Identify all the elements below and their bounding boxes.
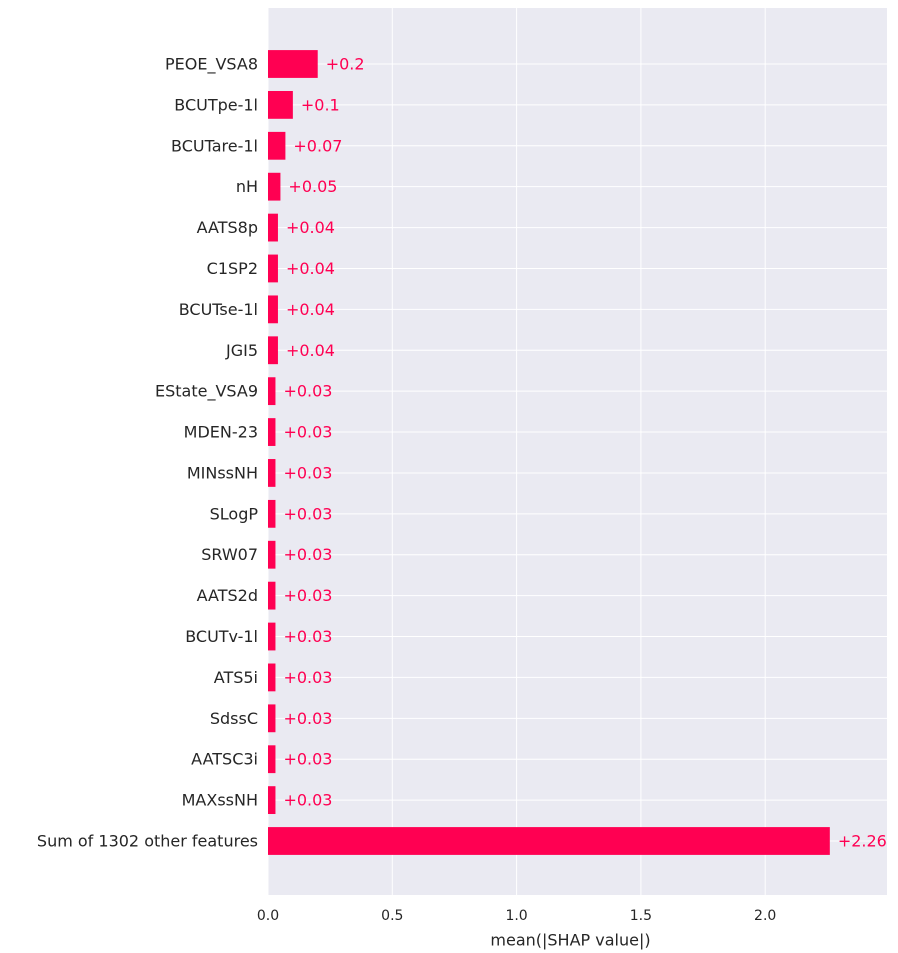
bar — [268, 295, 278, 324]
value-label: +0.03 — [283, 586, 332, 605]
value-label: +0.03 — [283, 668, 332, 687]
value-label: +0.03 — [283, 423, 332, 442]
category-label: PEOE_VSA8 — [165, 55, 258, 75]
bar — [268, 459, 276, 487]
category-label: JGI5 — [225, 341, 258, 360]
value-label: +0.04 — [286, 259, 335, 278]
bar — [268, 499, 276, 528]
category-label: Sum of 1302 other features — [37, 832, 258, 851]
bar — [268, 418, 276, 446]
x-tick-label: 1.5 — [630, 908, 652, 924]
category-label: BCUTse-1l — [179, 300, 258, 319]
value-label: +0.03 — [283, 791, 332, 810]
category-label: BCUTpe-1l — [174, 95, 258, 114]
x-tick-label: 0.0 — [257, 908, 279, 924]
category-label: AATS8p — [197, 218, 258, 237]
bar — [268, 377, 276, 406]
value-label: +0.03 — [283, 750, 332, 769]
value-label: +0.03 — [283, 382, 332, 401]
value-label: +0.04 — [286, 300, 335, 319]
value-label: +0.1 — [301, 95, 340, 114]
x-tick-label: 2.0 — [754, 908, 776, 924]
category-label: C1SP2 — [207, 259, 258, 278]
value-label: +0.05 — [288, 177, 337, 196]
value-label: +0.03 — [283, 627, 332, 646]
bars — [268, 50, 830, 855]
x-tick-label: 0.5 — [381, 908, 403, 924]
bar — [268, 663, 276, 692]
category-label: SRW07 — [201, 545, 258, 564]
category-label: BCUTare-1l — [171, 136, 258, 155]
x-tick-label: 1.0 — [505, 908, 527, 924]
bar — [268, 745, 276, 774]
value-label: +0.2 — [326, 55, 365, 74]
bar — [268, 786, 276, 815]
bar — [268, 336, 278, 365]
category-label: MINssNH — [187, 463, 258, 482]
value-label: +0.03 — [283, 709, 332, 728]
category-label: SLogP — [210, 504, 259, 523]
category-label: EState_VSA9 — [155, 382, 258, 402]
bar — [268, 90, 293, 119]
bar — [268, 704, 276, 733]
bar — [268, 213, 278, 242]
value-label: +0.03 — [283, 463, 332, 482]
category-label: nH — [236, 177, 258, 196]
bar — [268, 827, 830, 855]
category-label: AATSC3i — [191, 750, 258, 769]
category-label: ATS5i — [214, 668, 258, 687]
bar — [268, 172, 281, 201]
x-tick-labels: 0.0 0.5 1.0 1.5 2.0 — [257, 908, 776, 924]
value-label: +0.03 — [283, 504, 332, 523]
value-label: +2.26 — [838, 832, 887, 851]
category-label: MAXssNH — [182, 791, 258, 810]
category-label: BCUTv-1l — [185, 627, 258, 646]
category-labels: PEOE_VSA8 BCUTpe-1l BCUTare-1l nH AATS8p C1SP… — [37, 55, 258, 851]
category-label: MDEN-23 — [184, 423, 258, 442]
value-labels: +0.2 +0.1 +0.07 +0.05 +0.04 +0.04 +0.04 +0.04 +0… — [283, 55, 886, 851]
category-label: AATS2d — [197, 586, 258, 605]
bar — [268, 50, 318, 78]
plot-background — [268, 8, 887, 895]
x-axis-title: mean(|SHAP value|) — [490, 931, 650, 950]
bar — [268, 540, 276, 569]
bar — [268, 254, 278, 283]
value-label: +0.04 — [286, 218, 335, 237]
value-label: +0.07 — [293, 136, 342, 155]
bar — [268, 581, 276, 610]
value-label: +0.03 — [283, 545, 332, 564]
bar — [268, 622, 276, 651]
value-label: +0.04 — [286, 341, 335, 360]
bar — [268, 131, 286, 160]
category-label: SdssC — [210, 709, 258, 728]
